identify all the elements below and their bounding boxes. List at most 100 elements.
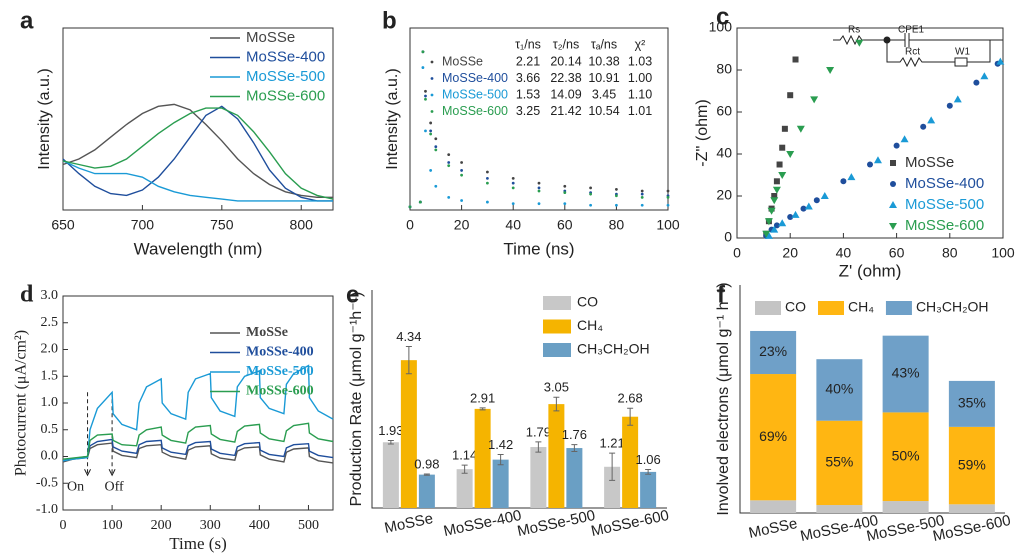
point: [920, 123, 927, 130]
y-tick-label: 3.0: [41, 288, 59, 303]
value-label: 0.98: [414, 456, 439, 471]
point: [778, 172, 787, 179]
x-tick-label: 300: [200, 518, 221, 533]
table-cell: 3.66: [516, 71, 540, 85]
panel-letter: e: [346, 281, 359, 308]
series-line: [62, 438, 334, 462]
error-bar: [609, 452, 616, 481]
panel: b 0 20 40 60 80 100 Time (ns) Intensity (a.u.) Mo…: [382, 7, 680, 258]
x-tick-label: 200: [151, 518, 172, 533]
series-line: [62, 107, 334, 200]
point: [640, 189, 644, 193]
error-bar: [479, 407, 486, 411]
value-label: 1.14: [452, 448, 477, 463]
share-label: 23%: [759, 343, 787, 359]
point: [770, 225, 779, 233]
point: [826, 67, 835, 74]
x-tick-label: 40: [505, 217, 521, 233]
bar: [566, 448, 583, 508]
point: [781, 125, 788, 132]
x-tick-label: 500: [298, 518, 319, 533]
table-header: χ²: [635, 37, 646, 51]
x-tick-label: MoSSe-600: [590, 507, 671, 540]
point: [786, 151, 795, 158]
point: [434, 184, 438, 188]
x-tick-label: 100: [102, 518, 123, 533]
point: [447, 161, 451, 164]
share-label: 43%: [892, 365, 920, 381]
bar: [604, 466, 621, 508]
bar: [382, 442, 399, 508]
point: [430, 110, 434, 113]
x-axis-label: Wavelength (nm): [134, 239, 263, 258]
error-bar: [387, 440, 394, 445]
legend-label: MoSSe-600: [246, 384, 314, 399]
bar-segment: [750, 374, 797, 501]
point: [430, 60, 434, 64]
table-cell: 2.21: [516, 54, 540, 68]
point: [900, 135, 909, 143]
y-tick-label: 0.0: [41, 449, 59, 464]
bar: [400, 360, 417, 508]
plot-frame: [409, 27, 669, 211]
point: [421, 50, 425, 54]
y-tick-label: 20: [716, 187, 732, 203]
point: [791, 210, 800, 218]
point: [434, 145, 438, 149]
point: [511, 186, 515, 190]
circuit-bottom: [886, 40, 991, 68]
point: [424, 94, 427, 98]
point: [429, 132, 433, 136]
point: [889, 201, 897, 208]
y-tick-label: 40: [716, 145, 732, 161]
series-line: [62, 422, 334, 460]
point: [800, 205, 807, 212]
bar: [530, 447, 547, 508]
y-tick-label: 0: [724, 229, 732, 245]
legend-label: CO: [785, 299, 806, 315]
panel-letter: b: [382, 7, 397, 34]
legend-swatch: [885, 301, 912, 315]
legend-label: MoSSe-400: [246, 48, 325, 65]
series-line: [62, 364, 334, 462]
annotation: On: [67, 479, 84, 494]
point: [424, 97, 427, 101]
plot-frame: [736, 27, 1004, 239]
point: [537, 189, 541, 193]
legend-label: MoSSe-600: [246, 87, 325, 104]
circuit-label: W1: [955, 47, 970, 58]
point: [430, 93, 434, 97]
value-label: 1.76: [562, 427, 587, 442]
point: [408, 205, 412, 209]
point: [429, 169, 433, 172]
point: [460, 199, 463, 202]
x-axis-label: Time (ns): [503, 239, 574, 258]
y-tick-label: 100: [709, 19, 733, 35]
y-tick-label: 1.5: [41, 368, 59, 383]
series-line: [62, 105, 333, 202]
point: [773, 222, 780, 229]
point: [980, 72, 989, 80]
table-header: τ₂/ns: [553, 37, 579, 51]
legend-label: MoSSe-400: [246, 345, 314, 360]
bar: [474, 408, 491, 508]
table-cell: 21.42: [550, 104, 581, 118]
share-label: 55%: [825, 454, 853, 470]
share-label: 69%: [759, 428, 787, 444]
point: [589, 192, 592, 196]
series-line: [62, 160, 333, 202]
point: [589, 186, 592, 190]
point: [787, 92, 794, 99]
point: [421, 66, 425, 69]
y-axis-label: Intensity (a.u.): [36, 68, 53, 169]
annotation-arrow: [108, 469, 116, 477]
point: [787, 214, 794, 220]
point: [778, 219, 787, 227]
point: [890, 160, 896, 166]
value-label: 1.42: [488, 437, 513, 452]
point: [615, 194, 618, 198]
value-label: 1.79: [526, 424, 551, 439]
bar-segment: [948, 426, 995, 505]
series-line: [62, 442, 334, 464]
